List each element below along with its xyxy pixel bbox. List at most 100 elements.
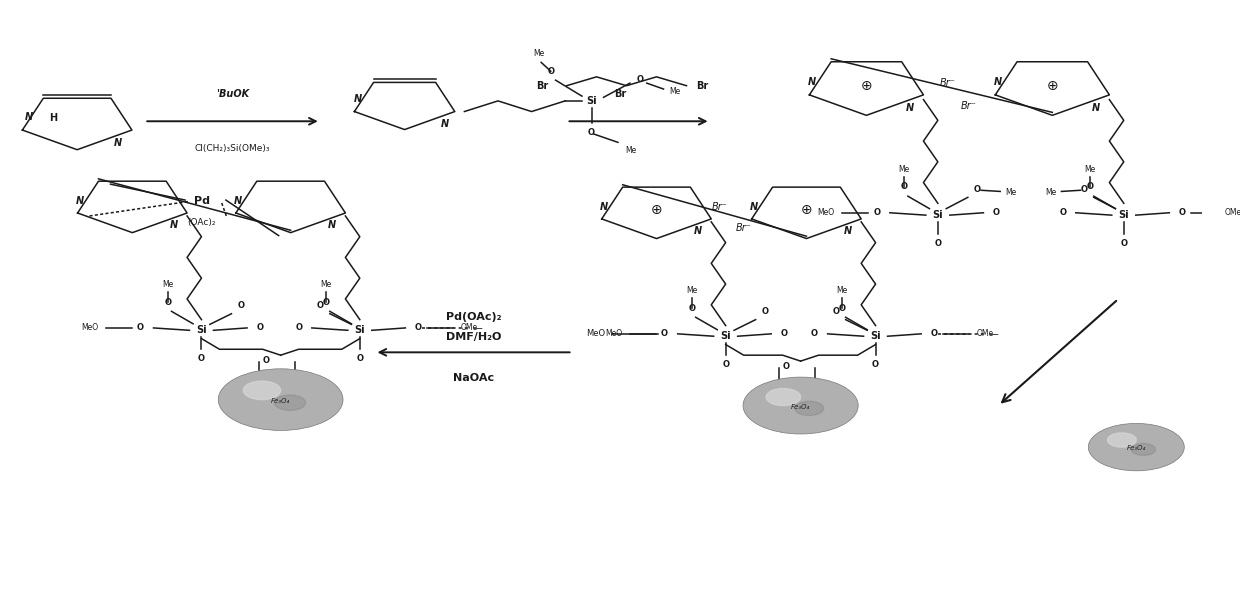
Text: N: N bbox=[440, 118, 449, 129]
Text: O: O bbox=[935, 239, 941, 248]
Text: Pd: Pd bbox=[193, 196, 210, 206]
Text: N: N bbox=[905, 103, 914, 112]
Text: O: O bbox=[900, 182, 908, 191]
Text: Br: Br bbox=[614, 89, 626, 99]
Text: O: O bbox=[588, 128, 595, 137]
Text: O: O bbox=[1120, 239, 1127, 248]
Text: Me: Me bbox=[836, 286, 848, 295]
Text: Cl(CH₂)₃Si(OMe)₃: Cl(CH₂)₃Si(OMe)₃ bbox=[195, 144, 270, 152]
Text: ⊕: ⊕ bbox=[1047, 79, 1058, 93]
Text: MeO: MeO bbox=[81, 324, 98, 332]
Text: O: O bbox=[1179, 208, 1185, 217]
Text: Me: Me bbox=[687, 286, 698, 295]
Text: Si: Si bbox=[932, 210, 944, 220]
Text: MeO: MeO bbox=[605, 329, 622, 338]
Text: N: N bbox=[25, 112, 32, 122]
Text: —: — bbox=[988, 329, 998, 339]
Text: ⊕: ⊕ bbox=[801, 203, 812, 217]
Circle shape bbox=[766, 389, 801, 405]
Text: N: N bbox=[76, 196, 84, 206]
Text: N: N bbox=[600, 202, 608, 212]
Text: MeO: MeO bbox=[587, 329, 605, 338]
Text: O: O bbox=[761, 307, 769, 316]
Text: O: O bbox=[811, 383, 818, 392]
Text: O: O bbox=[1059, 208, 1066, 217]
Text: (OAc)₂: (OAc)₂ bbox=[187, 218, 216, 227]
Circle shape bbox=[1131, 444, 1156, 456]
Text: Me: Me bbox=[625, 146, 636, 155]
Text: Br⁻: Br⁻ bbox=[712, 202, 728, 212]
Text: O: O bbox=[317, 301, 324, 310]
Text: O: O bbox=[993, 208, 999, 217]
Circle shape bbox=[1107, 433, 1136, 447]
Text: Pd(OAc)₂: Pd(OAc)₂ bbox=[446, 312, 501, 322]
Text: O: O bbox=[237, 301, 244, 310]
Text: N: N bbox=[170, 220, 177, 230]
Text: O: O bbox=[165, 298, 171, 307]
Text: ⊕: ⊕ bbox=[651, 203, 662, 217]
Text: O: O bbox=[547, 67, 554, 76]
Circle shape bbox=[743, 377, 858, 434]
Text: O: O bbox=[322, 298, 330, 307]
Text: O: O bbox=[775, 383, 782, 392]
Text: Si: Si bbox=[870, 331, 880, 341]
Circle shape bbox=[243, 381, 280, 399]
Text: O: O bbox=[1086, 182, 1094, 191]
Text: Si: Si bbox=[720, 331, 730, 341]
Text: Si: Si bbox=[355, 325, 365, 335]
Text: —: — bbox=[472, 323, 482, 333]
Text: Fe₃O₄: Fe₃O₄ bbox=[272, 398, 290, 404]
Text: Si: Si bbox=[1118, 210, 1130, 220]
Text: O: O bbox=[415, 324, 422, 332]
Text: Me: Me bbox=[321, 280, 332, 289]
Text: N: N bbox=[693, 226, 702, 236]
Text: O: O bbox=[661, 329, 668, 338]
Text: Me: Me bbox=[1085, 164, 1096, 173]
Text: Si: Si bbox=[196, 325, 207, 335]
Text: O: O bbox=[1081, 185, 1087, 194]
Text: O: O bbox=[838, 304, 846, 313]
Text: O: O bbox=[637, 75, 644, 84]
Text: O: O bbox=[295, 324, 303, 332]
Text: OMe: OMe bbox=[976, 329, 993, 338]
Text: O: O bbox=[811, 329, 818, 338]
Text: Br⁻: Br⁻ bbox=[961, 102, 977, 111]
Text: Br: Br bbox=[696, 81, 708, 91]
Text: O: O bbox=[782, 362, 790, 371]
Text: OMe: OMe bbox=[1225, 208, 1240, 217]
Circle shape bbox=[218, 369, 343, 431]
Text: DMF/H₂O: DMF/H₂O bbox=[446, 332, 501, 341]
Text: O: O bbox=[255, 377, 263, 386]
Text: N: N bbox=[234, 196, 242, 206]
Text: NaOAc: NaOAc bbox=[453, 373, 495, 383]
Text: 'BuOK: 'BuOK bbox=[216, 89, 249, 99]
Text: O: O bbox=[257, 324, 264, 332]
Text: N: N bbox=[807, 77, 816, 87]
Text: Me: Me bbox=[162, 280, 174, 289]
Circle shape bbox=[1089, 423, 1184, 471]
Text: N: N bbox=[993, 77, 1002, 87]
Text: Br⁻: Br⁻ bbox=[735, 223, 751, 233]
Text: Br⁻: Br⁻ bbox=[940, 78, 955, 88]
Text: Me: Me bbox=[1004, 188, 1017, 197]
Text: N: N bbox=[114, 138, 123, 148]
Text: Si: Si bbox=[587, 96, 596, 106]
Text: OMe: OMe bbox=[460, 324, 477, 332]
Text: N: N bbox=[750, 202, 758, 212]
Text: Me: Me bbox=[899, 164, 910, 173]
Text: MeO: MeO bbox=[817, 208, 835, 217]
Text: Me: Me bbox=[1045, 188, 1056, 197]
Text: O: O bbox=[781, 329, 787, 338]
Text: N: N bbox=[327, 220, 336, 230]
Circle shape bbox=[795, 401, 823, 416]
Text: H: H bbox=[48, 113, 57, 123]
Text: ⊕: ⊕ bbox=[861, 79, 872, 93]
Text: O: O bbox=[873, 208, 880, 217]
Text: O: O bbox=[263, 356, 270, 365]
Text: O: O bbox=[973, 185, 981, 194]
Text: O: O bbox=[136, 324, 144, 332]
Text: O: O bbox=[872, 360, 879, 369]
Text: O: O bbox=[832, 307, 839, 316]
Text: O: O bbox=[198, 354, 205, 363]
Text: O: O bbox=[291, 377, 299, 386]
